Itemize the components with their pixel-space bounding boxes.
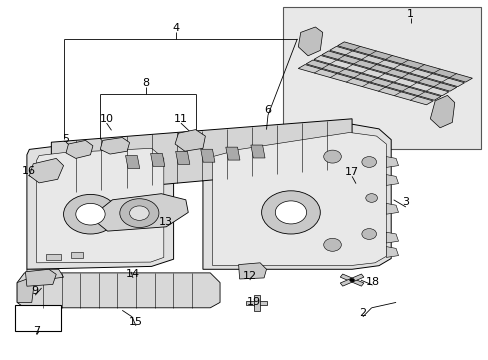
Polygon shape xyxy=(25,269,56,286)
Polygon shape xyxy=(37,148,163,263)
Text: 8: 8 xyxy=(142,78,149,88)
Polygon shape xyxy=(305,60,440,100)
Polygon shape xyxy=(97,194,188,231)
Polygon shape xyxy=(340,274,363,286)
Text: 10: 10 xyxy=(100,114,113,124)
Polygon shape xyxy=(200,149,215,162)
Polygon shape xyxy=(321,51,456,91)
Polygon shape xyxy=(150,153,164,166)
Polygon shape xyxy=(298,27,322,56)
Bar xyxy=(282,7,480,149)
Text: 19: 19 xyxy=(247,297,261,307)
Polygon shape xyxy=(298,64,432,105)
Polygon shape xyxy=(66,140,93,158)
Circle shape xyxy=(76,203,105,225)
Circle shape xyxy=(275,201,306,224)
Text: 11: 11 xyxy=(174,114,187,124)
Polygon shape xyxy=(386,157,398,167)
Text: 12: 12 xyxy=(243,271,257,282)
Polygon shape xyxy=(17,273,220,308)
Polygon shape xyxy=(429,95,454,128)
Polygon shape xyxy=(51,119,351,194)
Polygon shape xyxy=(340,274,363,286)
Text: 17: 17 xyxy=(345,167,358,177)
Polygon shape xyxy=(27,142,173,269)
Circle shape xyxy=(349,278,354,282)
Polygon shape xyxy=(175,130,205,151)
Polygon shape xyxy=(313,55,448,96)
Polygon shape xyxy=(337,42,471,82)
Text: 14: 14 xyxy=(126,269,140,279)
Circle shape xyxy=(361,229,376,239)
Polygon shape xyxy=(386,203,398,214)
Circle shape xyxy=(361,157,376,167)
Text: 4: 4 xyxy=(172,23,179,33)
Circle shape xyxy=(261,191,320,234)
Polygon shape xyxy=(27,269,63,280)
Text: 1: 1 xyxy=(407,9,413,19)
Text: 9: 9 xyxy=(32,286,39,296)
Text: 18: 18 xyxy=(365,276,379,287)
Polygon shape xyxy=(386,175,398,185)
Polygon shape xyxy=(175,151,189,164)
Text: 3: 3 xyxy=(402,197,408,207)
Polygon shape xyxy=(29,158,63,183)
Polygon shape xyxy=(245,301,267,305)
Polygon shape xyxy=(329,46,464,87)
Bar xyxy=(46,254,61,260)
Polygon shape xyxy=(386,247,398,257)
Polygon shape xyxy=(125,156,140,168)
Polygon shape xyxy=(386,232,398,243)
Polygon shape xyxy=(253,295,259,311)
Polygon shape xyxy=(17,279,34,302)
Bar xyxy=(15,305,61,331)
Circle shape xyxy=(129,206,149,220)
Bar xyxy=(46,166,59,172)
Polygon shape xyxy=(250,145,264,158)
Polygon shape xyxy=(100,138,129,154)
Circle shape xyxy=(120,199,159,228)
Text: 16: 16 xyxy=(21,166,35,176)
Text: 2: 2 xyxy=(359,308,366,318)
Text: 7: 7 xyxy=(33,326,40,336)
Polygon shape xyxy=(225,147,240,160)
Polygon shape xyxy=(212,132,386,266)
Circle shape xyxy=(323,238,341,251)
Circle shape xyxy=(323,150,341,163)
Text: 5: 5 xyxy=(62,134,69,144)
Bar xyxy=(71,252,83,258)
Text: 15: 15 xyxy=(129,317,142,327)
Circle shape xyxy=(63,194,117,234)
Circle shape xyxy=(365,194,377,202)
Text: 13: 13 xyxy=(159,217,173,228)
Text: 6: 6 xyxy=(264,105,271,115)
Polygon shape xyxy=(238,263,266,279)
Polygon shape xyxy=(203,124,390,269)
